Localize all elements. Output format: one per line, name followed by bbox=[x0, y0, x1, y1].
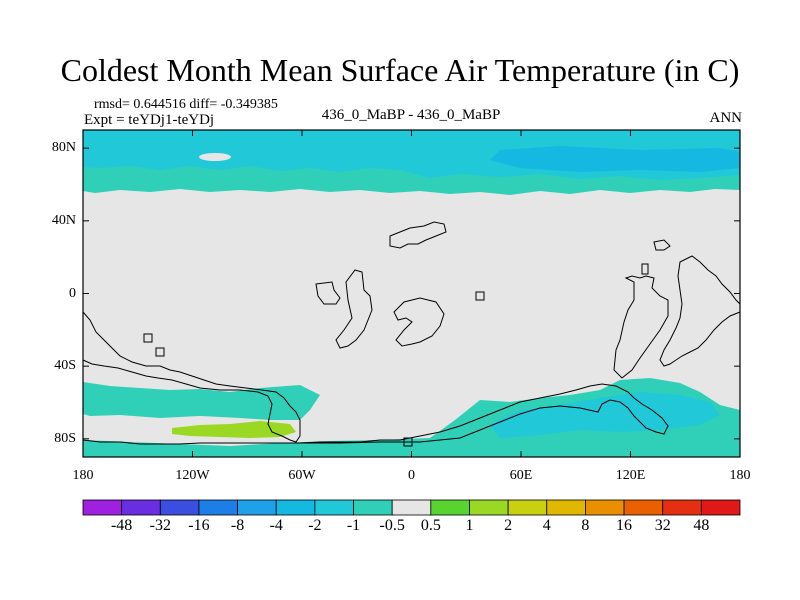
antarctic-warming-patch bbox=[172, 421, 296, 438]
colorbar-swatch bbox=[121, 499, 161, 516]
y-tick-label: 80S bbox=[54, 430, 76, 446]
x-tick-label: 120E bbox=[615, 468, 646, 483]
y-tick-label: 0 bbox=[69, 285, 76, 301]
period-label: ANN bbox=[709, 110, 743, 126]
colorbar-swatch bbox=[623, 499, 664, 516]
colorbar-level-label: 8 bbox=[581, 517, 590, 534]
x-tick-label: 60W bbox=[288, 468, 316, 483]
southern-ocean-cooling-east bbox=[83, 378, 740, 457]
colorbar-level-label: 16 bbox=[616, 517, 633, 534]
arctic-warm-spot bbox=[199, 153, 231, 161]
colorbar-swatch bbox=[198, 499, 238, 516]
y-tick-label: 40N bbox=[51, 212, 76, 228]
colorbar-level-label: -48 bbox=[110, 517, 133, 534]
colorbar bbox=[82, 499, 741, 516]
colorbar-swatch bbox=[700, 499, 741, 516]
colorbar-swatch bbox=[391, 499, 432, 516]
colorbar-level-label: -0.5 bbox=[379, 517, 405, 534]
axis-ticks bbox=[82, 130, 741, 457]
x-tick-label: 0 bbox=[408, 468, 415, 483]
southern-ocean-cooling bbox=[83, 382, 320, 420]
colorbar-swatch bbox=[275, 499, 316, 516]
colorbar-swatch bbox=[585, 499, 625, 516]
stats-label: rmsd= 0.644516 diff= -0.349385 bbox=[94, 97, 278, 112]
colorbar-swatch bbox=[314, 499, 354, 516]
colorbar-swatch bbox=[662, 499, 702, 516]
colorbar-swatch bbox=[237, 499, 277, 516]
colorbar-level-label: 0.5 bbox=[420, 517, 441, 534]
southern-ocean-cold-core bbox=[490, 392, 720, 438]
x-tick-label: 180 bbox=[729, 468, 751, 483]
colorbar-level-label: -1 bbox=[346, 517, 361, 534]
colorbar-level-label: -8 bbox=[230, 517, 245, 534]
colorbar-swatch bbox=[469, 499, 509, 516]
anomaly-fields bbox=[83, 130, 740, 457]
colorbar-level-label: 1 bbox=[465, 517, 474, 534]
experiment-label: Expt = teYDj1-teYDj bbox=[84, 112, 215, 128]
colorbar-level-label: 48 bbox=[693, 517, 710, 534]
x-tick-label: 60E bbox=[509, 468, 533, 483]
colorbar-swatch bbox=[430, 499, 470, 516]
chart-title: Coldest Month Mean Surface Air Temperatu… bbox=[60, 52, 740, 88]
x-tick-label: 120W bbox=[175, 468, 210, 483]
colorbar-level-label: 2 bbox=[504, 517, 513, 534]
subtitle-label: 436_0_MaBP - 436_0_MaBP bbox=[321, 107, 501, 123]
colorbar-level-label: -2 bbox=[308, 517, 322, 534]
x-tick-label: 180 bbox=[72, 468, 94, 483]
colorbar-swatch bbox=[546, 499, 586, 516]
colorbar-level-label: -16 bbox=[188, 517, 210, 534]
coastlines bbox=[82, 221, 741, 447]
colorbar-level-label: 4 bbox=[542, 517, 551, 534]
colorbar-level-label: -32 bbox=[149, 517, 171, 534]
y-tick-label: 80N bbox=[51, 140, 76, 156]
colorbar-swatch bbox=[159, 499, 200, 516]
colorbar-swatch bbox=[353, 499, 393, 516]
arctic-cold-patch bbox=[490, 146, 740, 172]
y-tick-label: 40S bbox=[54, 358, 76, 374]
colorbar-level-label: 32 bbox=[654, 517, 671, 534]
colorbar-level-label: -4 bbox=[269, 517, 283, 534]
colorbar-swatch bbox=[82, 499, 123, 516]
colorbar-swatch bbox=[507, 499, 548, 516]
